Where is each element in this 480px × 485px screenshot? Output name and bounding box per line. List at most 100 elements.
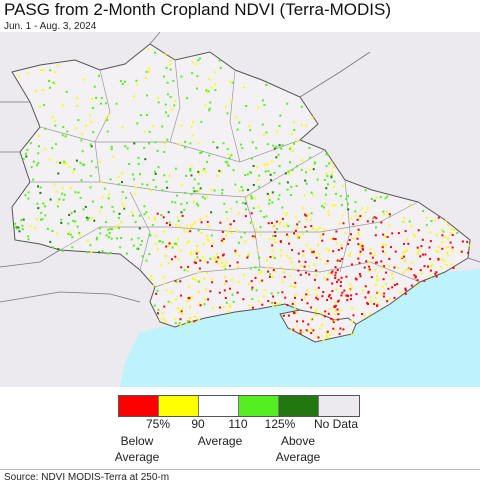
ndvi-pixel (245, 196, 248, 199)
ndvi-pixel (39, 186, 42, 189)
ndvi-pixel (384, 243, 387, 246)
ndvi-pixel (357, 243, 360, 246)
ndvi-pixel (178, 310, 181, 313)
ndvi-pixel (107, 113, 110, 116)
ndvi-pixel (249, 267, 252, 270)
ndvi-pixel (268, 275, 271, 278)
ndvi-pixel (139, 243, 142, 246)
ndvi-pixel (86, 251, 89, 254)
ndvi-pixel (278, 182, 281, 185)
ndvi-pixel (314, 288, 317, 291)
ndvi-pixel (49, 86, 51, 89)
ndvi-pixel (96, 236, 99, 239)
ndvi-pixel (189, 230, 192, 233)
ndvi-pixel (138, 214, 141, 217)
ndvi-pixel (241, 147, 244, 150)
ndvi-pixel (243, 86, 245, 89)
ndvi-pixel (313, 253, 316, 256)
ndvi-pixel (266, 259, 268, 262)
ndvi-pixel (361, 207, 363, 210)
ndvi-pixel (169, 224, 171, 226)
ndvi-pixel (218, 169, 221, 172)
ndvi-pixel (282, 280, 285, 283)
ndvi-pixel (242, 298, 245, 301)
ndvi-pixel (258, 185, 260, 188)
ndvi-pixel (225, 211, 228, 213)
ndvi-pixel (325, 262, 328, 265)
ndvi-pixel (174, 255, 177, 258)
ndvi-pixel (93, 219, 96, 222)
ndvi-pixel (231, 293, 234, 296)
ndvi-pixel (425, 217, 428, 220)
ndvi-pixel (325, 172, 328, 175)
ndvi-pixel (388, 213, 391, 216)
ndvi-pixel (301, 159, 304, 162)
ndvi-pixel (266, 266, 269, 269)
ndvi-pixel (91, 107, 94, 109)
ndvi-pixel (247, 255, 249, 258)
ndvi-pixel (330, 161, 333, 163)
ndvi-pixel (52, 246, 55, 249)
ndvi-pixel (348, 239, 351, 241)
ndvi-pixel (95, 166, 98, 169)
ndvi-pixel (180, 184, 183, 187)
ndvi-pixel (369, 252, 372, 255)
ndvi-pixel (417, 249, 420, 251)
ndvi-pixel (115, 102, 118, 105)
ndvi-pixel (167, 211, 170, 214)
ndvi-pixel (206, 195, 209, 198)
ndvi-pixel (32, 178, 35, 181)
ndvi-pixel (315, 228, 318, 231)
ndvi-pixel (212, 242, 215, 245)
ndvi-pixel (403, 242, 405, 245)
ndvi-pixel (453, 229, 456, 231)
ndvi-pixel (36, 202, 39, 205)
ndvi-pixel (259, 226, 262, 228)
ndvi-pixel (162, 276, 165, 279)
ndvi-pixel (190, 226, 193, 229)
ndvi-pixel (407, 268, 410, 271)
ndvi-pixel (83, 163, 86, 166)
ndvi-pixel (190, 193, 193, 196)
ndvi-pixel (93, 85, 96, 88)
ndvi-pixel (18, 230, 21, 233)
ndvi-pixel (179, 249, 182, 252)
ndvi-pixel (296, 140, 299, 143)
ndvi-pixel (16, 227, 19, 230)
ndvi-pixel (374, 284, 377, 287)
ndvi-pixel (251, 288, 253, 291)
ndvi-pixel (130, 238, 133, 241)
ndvi-pixel (147, 48, 149, 51)
map-title: PASG from 2-Month Cropland NDVI (Terra-M… (4, 0, 391, 19)
ndvi-pixel (252, 207, 255, 210)
ndvi-pixel (318, 227, 321, 229)
ndvi-pixel (298, 220, 301, 223)
ndvi-pixel (320, 312, 323, 315)
ndvi-pixel (82, 208, 85, 211)
ndvi-pixel (340, 294, 343, 297)
ndvi-pixel (334, 309, 337, 312)
legend-above-average: Above Average (275, 434, 321, 464)
ndvi-pixel (209, 101, 212, 104)
ndvi-pixel (110, 145, 113, 148)
ndvi-pixel (85, 124, 88, 127)
ndvi-pixel (190, 253, 193, 256)
ndvi-pixel (245, 208, 248, 211)
ndvi-pixel (437, 251, 440, 253)
ndvi-pixel (229, 264, 231, 267)
ndvi-pixel (251, 222, 254, 225)
ndvi-pixel (435, 271, 438, 274)
ndvi-pixel (309, 248, 312, 251)
ndvi-pixel (380, 260, 383, 263)
ndvi-pixel (229, 80, 232, 83)
ndvi-pixel (247, 188, 249, 191)
ndvi-pixel (334, 301, 337, 303)
ndvi-pixel (157, 308, 160, 311)
ndvi-pixel (315, 269, 318, 272)
ndvi-pixel (424, 253, 427, 256)
ndvi-pixel (183, 269, 186, 272)
ndvi-pixel (58, 198, 61, 201)
ndvi-pixel (89, 186, 92, 189)
ndvi-pixel (467, 251, 470, 254)
ndvi-pixel (347, 202, 350, 205)
